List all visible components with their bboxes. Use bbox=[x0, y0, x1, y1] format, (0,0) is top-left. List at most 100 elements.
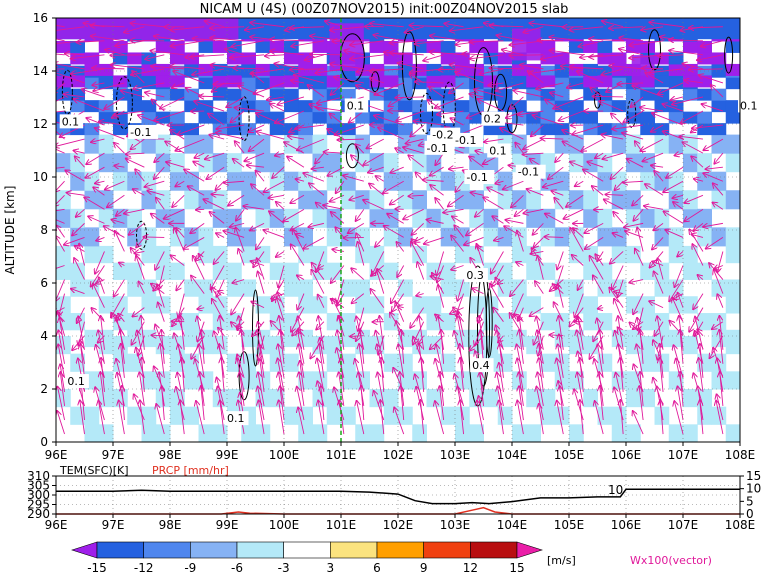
wind-vector bbox=[457, 316, 464, 350]
shade-cell bbox=[141, 77, 157, 90]
wind-vector bbox=[233, 159, 245, 168]
shade-cell bbox=[170, 153, 185, 173]
wind-vector bbox=[617, 83, 644, 84]
wind-vector bbox=[649, 22, 684, 28]
wind-vector bbox=[133, 82, 165, 89]
wind-vector bbox=[104, 226, 125, 238]
shade-cell bbox=[255, 190, 271, 210]
colorbar-tick-label: 15 bbox=[509, 561, 524, 575]
wind-vector bbox=[397, 63, 424, 70]
shade-cell bbox=[412, 153, 427, 173]
wind-vector bbox=[609, 27, 644, 29]
wind-vector bbox=[105, 50, 125, 56]
wind-vector bbox=[494, 237, 504, 240]
wind-vector bbox=[673, 202, 684, 210]
wind-vector bbox=[177, 373, 185, 407]
shade-cell bbox=[212, 208, 228, 228]
wind-vector bbox=[156, 404, 165, 435]
shade-cell bbox=[497, 171, 513, 191]
shade-cell bbox=[198, 227, 214, 247]
wind-vector bbox=[390, 166, 404, 173]
wind-vector bbox=[510, 279, 524, 297]
wind-vector bbox=[658, 82, 684, 94]
wind-vector bbox=[205, 21, 225, 28]
shade-cell bbox=[583, 313, 598, 331]
wind-vector bbox=[677, 251, 684, 256]
subplot-x-tick-label: 102E bbox=[383, 518, 414, 532]
wind-vector bbox=[376, 331, 385, 364]
wind-vector bbox=[237, 355, 245, 378]
shade-cell bbox=[626, 88, 641, 101]
wind-vector bbox=[698, 275, 703, 280]
wind-vector bbox=[170, 26, 205, 30]
colorbar-swatch bbox=[143, 541, 191, 559]
shade-cell bbox=[512, 63, 527, 76]
shade-cell bbox=[554, 227, 570, 247]
wind-vector bbox=[424, 236, 444, 244]
wind-vector bbox=[435, 359, 445, 393]
wind-vector bbox=[675, 153, 684, 155]
wind-vector bbox=[554, 198, 564, 210]
contour-negative bbox=[627, 98, 637, 128]
shade-cell bbox=[597, 100, 613, 113]
shade-cell bbox=[113, 123, 128, 136]
shade-cell bbox=[668, 190, 684, 210]
wind-vector bbox=[135, 169, 145, 182]
wind-vector bbox=[519, 386, 524, 421]
wind-vector bbox=[251, 302, 265, 309]
wind-vector bbox=[88, 216, 105, 224]
wind-vector bbox=[358, 242, 365, 266]
contour-label: 0.3 bbox=[466, 269, 484, 282]
x-tick-label: 100E bbox=[269, 448, 300, 462]
wind-vector bbox=[564, 208, 584, 219]
wind-vector bbox=[74, 258, 85, 280]
shade-cell bbox=[469, 153, 484, 173]
wind-vector bbox=[533, 115, 564, 126]
prcp-legend-label: PRCP [mm/hr] bbox=[152, 464, 229, 477]
wind-vector bbox=[74, 151, 85, 154]
wind-vector bbox=[126, 159, 145, 168]
wind-vector bbox=[56, 148, 65, 154]
wind-vector bbox=[317, 96, 344, 103]
shade-cell bbox=[512, 296, 527, 314]
wind-vector bbox=[556, 265, 564, 290]
wind-vector bbox=[124, 208, 145, 213]
shade-cell bbox=[383, 65, 399, 78]
wind-vector bbox=[193, 162, 205, 168]
shade-cell bbox=[654, 123, 670, 136]
wind-vector bbox=[483, 197, 504, 210]
wind-vector bbox=[479, 396, 484, 421]
wind-vector bbox=[176, 387, 185, 421]
wind-vector bbox=[117, 307, 125, 321]
shade-cell bbox=[440, 353, 456, 372]
wind-vector bbox=[275, 110, 305, 123]
shade-cell bbox=[426, 88, 442, 101]
wind-vector bbox=[256, 171, 265, 182]
wind-vector bbox=[609, 66, 644, 70]
wind-vector bbox=[350, 40, 384, 45]
wind-vector bbox=[277, 298, 285, 322]
wind-vector bbox=[517, 358, 524, 392]
shade-cell bbox=[611, 190, 627, 210]
wind-vector bbox=[410, 74, 424, 84]
shade-cell bbox=[711, 371, 727, 390]
wind-vector bbox=[190, 55, 225, 57]
wind-vector bbox=[387, 214, 404, 224]
shade-cell bbox=[526, 63, 541, 76]
shade-cell bbox=[540, 353, 556, 372]
wind-vector bbox=[460, 344, 464, 378]
wind-vector bbox=[154, 36, 185, 42]
shade-cell bbox=[241, 227, 256, 247]
shade-cell bbox=[725, 296, 740, 314]
x-tick-label: 96E bbox=[45, 448, 68, 462]
shade-cell bbox=[483, 88, 499, 101]
shade-cell bbox=[697, 227, 712, 247]
shade-cell bbox=[255, 424, 271, 442]
wind-vector bbox=[131, 138, 145, 149]
wind-vector bbox=[538, 40, 564, 41]
shade-cell bbox=[483, 75, 499, 88]
wind-vector bbox=[258, 335, 265, 360]
wind-vector bbox=[276, 251, 285, 256]
shade-cell bbox=[540, 111, 556, 124]
shade-cell bbox=[113, 389, 128, 408]
